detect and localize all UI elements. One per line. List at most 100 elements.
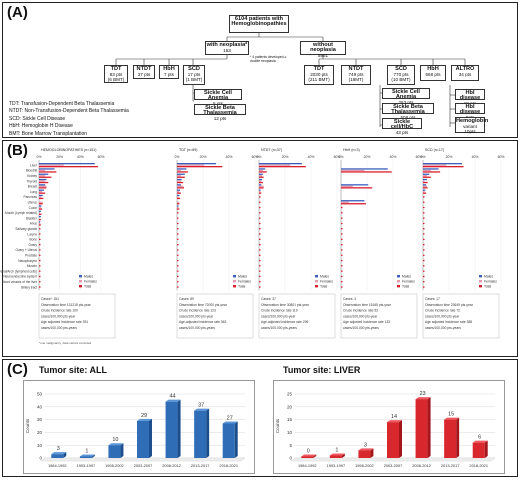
x-tick-label: 1998-2002 (355, 463, 374, 468)
left-ntdt-box: NTDT 37 pts (133, 65, 155, 79)
x-tick-label: 1984-1992 (48, 463, 67, 468)
right-scd-anemia-box: Sickle Cell Anemia 253 pts (382, 88, 430, 105)
site-bar (39, 180, 46, 182)
stats-line: Crude incidence rate 72 (425, 309, 460, 313)
legend-label: Females (238, 279, 251, 283)
site-label: Mouth (Lymph related) (5, 211, 37, 215)
bar-top (137, 418, 152, 421)
bar-side (341, 453, 345, 458)
stats-line: cases/100,000 pts-years (179, 326, 215, 330)
y-tick-label: 15 (287, 417, 293, 422)
site-bar (423, 191, 425, 193)
site-bar (177, 222, 179, 225)
axis-tick-label: 0% (421, 155, 426, 159)
site-bar (39, 176, 52, 178)
site-bar (259, 270, 261, 272)
site-bar (177, 197, 181, 200)
with-neoplasia-box: with neoplasia* 153 (205, 41, 249, 55)
site-bar (259, 196, 261, 198)
site-bar (39, 191, 43, 193)
site-bar (423, 201, 425, 203)
bar-value-label: 0 (307, 449, 310, 455)
site-bar (39, 208, 43, 210)
site-bar (39, 201, 43, 203)
bar (329, 455, 342, 458)
site-bar (39, 171, 57, 173)
stats-line: cases/100,000 pts-year (261, 314, 296, 318)
site-bar (423, 164, 447, 166)
panel-a-label: (A) (7, 4, 28, 21)
site-label: Prostate (25, 254, 37, 258)
site-bar (39, 189, 44, 191)
site-bar (423, 173, 430, 175)
site-bar (177, 163, 216, 165)
site-bar (423, 238, 425, 240)
site-label: Larynx (27, 232, 37, 236)
stats-line: Observation time 23649 pts-year (425, 303, 474, 307)
site-label: Bladder (26, 216, 38, 220)
legend-label: Total (484, 284, 491, 288)
site-bar (39, 175, 46, 177)
stats-line: cases/100,000 pts-year (343, 314, 378, 318)
site-label: Neuroendocrine system (3, 275, 37, 279)
right-scd-box: SCD 770 pts (10 BMT) (387, 65, 415, 85)
site-bar (341, 201, 349, 203)
site-bar (39, 203, 43, 205)
panel-c-timeline: (C) Tumor site: ALL Tumor site: LIVER Co… (2, 359, 518, 477)
site-bar (177, 191, 180, 193)
site-label: Adrenal/Arch (lymphoid cells) (0, 269, 37, 273)
bar-value-label: 3 (57, 446, 60, 452)
site-bar (177, 192, 181, 194)
panel-b-tumor-sites: (B) Liver Blood/B Kidney Thyroid Breast Lung P… (0, 140, 518, 357)
chart-all-frame (23, 380, 255, 474)
left-scd-anemia-box: Sickle Cell Anemia 5 pts (194, 89, 242, 106)
bar (165, 401, 178, 458)
axis-tick-label: 20% (282, 155, 289, 159)
site-bar (259, 281, 261, 283)
legend-swatch (233, 280, 236, 283)
chart-all-title: Tumor site: ALL (39, 365, 107, 375)
axis-tick-label: 60% (498, 155, 505, 159)
site-bar (177, 270, 179, 272)
site-bar (39, 212, 41, 214)
site-bar (39, 254, 41, 256)
stats-line: Cases: 89 (179, 297, 194, 301)
site-label: Uterus (28, 201, 38, 205)
site-bar (177, 249, 179, 251)
legend-swatch (315, 280, 318, 283)
site-bar (177, 171, 188, 173)
site-bar (39, 184, 46, 186)
left-scd-box: SCD 17 pts (1 BMT) (183, 65, 205, 85)
axis-tick-label: 40% (472, 155, 479, 159)
site-bar (177, 201, 180, 203)
y-axis-label: Counts (275, 418, 280, 433)
x-tick-label: 2003-2007 (384, 463, 403, 468)
bar-value-label: 6 (478, 435, 481, 441)
bar-top (387, 420, 402, 423)
bar-value-label: 1 (85, 449, 88, 455)
y-tick-label: 10 (37, 443, 43, 448)
site-bar (39, 216, 41, 218)
site-bar (259, 265, 261, 267)
site-bar (423, 233, 425, 235)
site-bar (177, 281, 179, 283)
stats-line: cases/100,000 pts-years (425, 326, 461, 330)
neoplasia-footnote: * 4 patients developed ≥ double neoplasi… (250, 55, 287, 63)
stats-line: cases/100,000 pts-year (425, 314, 460, 318)
bar (222, 423, 235, 458)
y-tick-label: 25 (287, 392, 293, 397)
site-bar (341, 265, 343, 267)
site-bar (423, 196, 425, 198)
site-bar (259, 238, 261, 240)
bar-top (301, 454, 317, 457)
site-bar (259, 259, 261, 262)
site-bar (39, 259, 41, 262)
chart-floor (40, 457, 246, 462)
site-bar (341, 184, 369, 186)
site-bar (259, 163, 302, 165)
without-neoplasia-box: without neoplasia 5951 (300, 41, 346, 58)
stats-line: Crude incidence rate 100 (41, 309, 78, 313)
site-label: Lung (30, 190, 37, 194)
site-bar (341, 222, 343, 225)
right-tdt-box: TDT 2030 pts (211 BMT) (304, 65, 334, 85)
